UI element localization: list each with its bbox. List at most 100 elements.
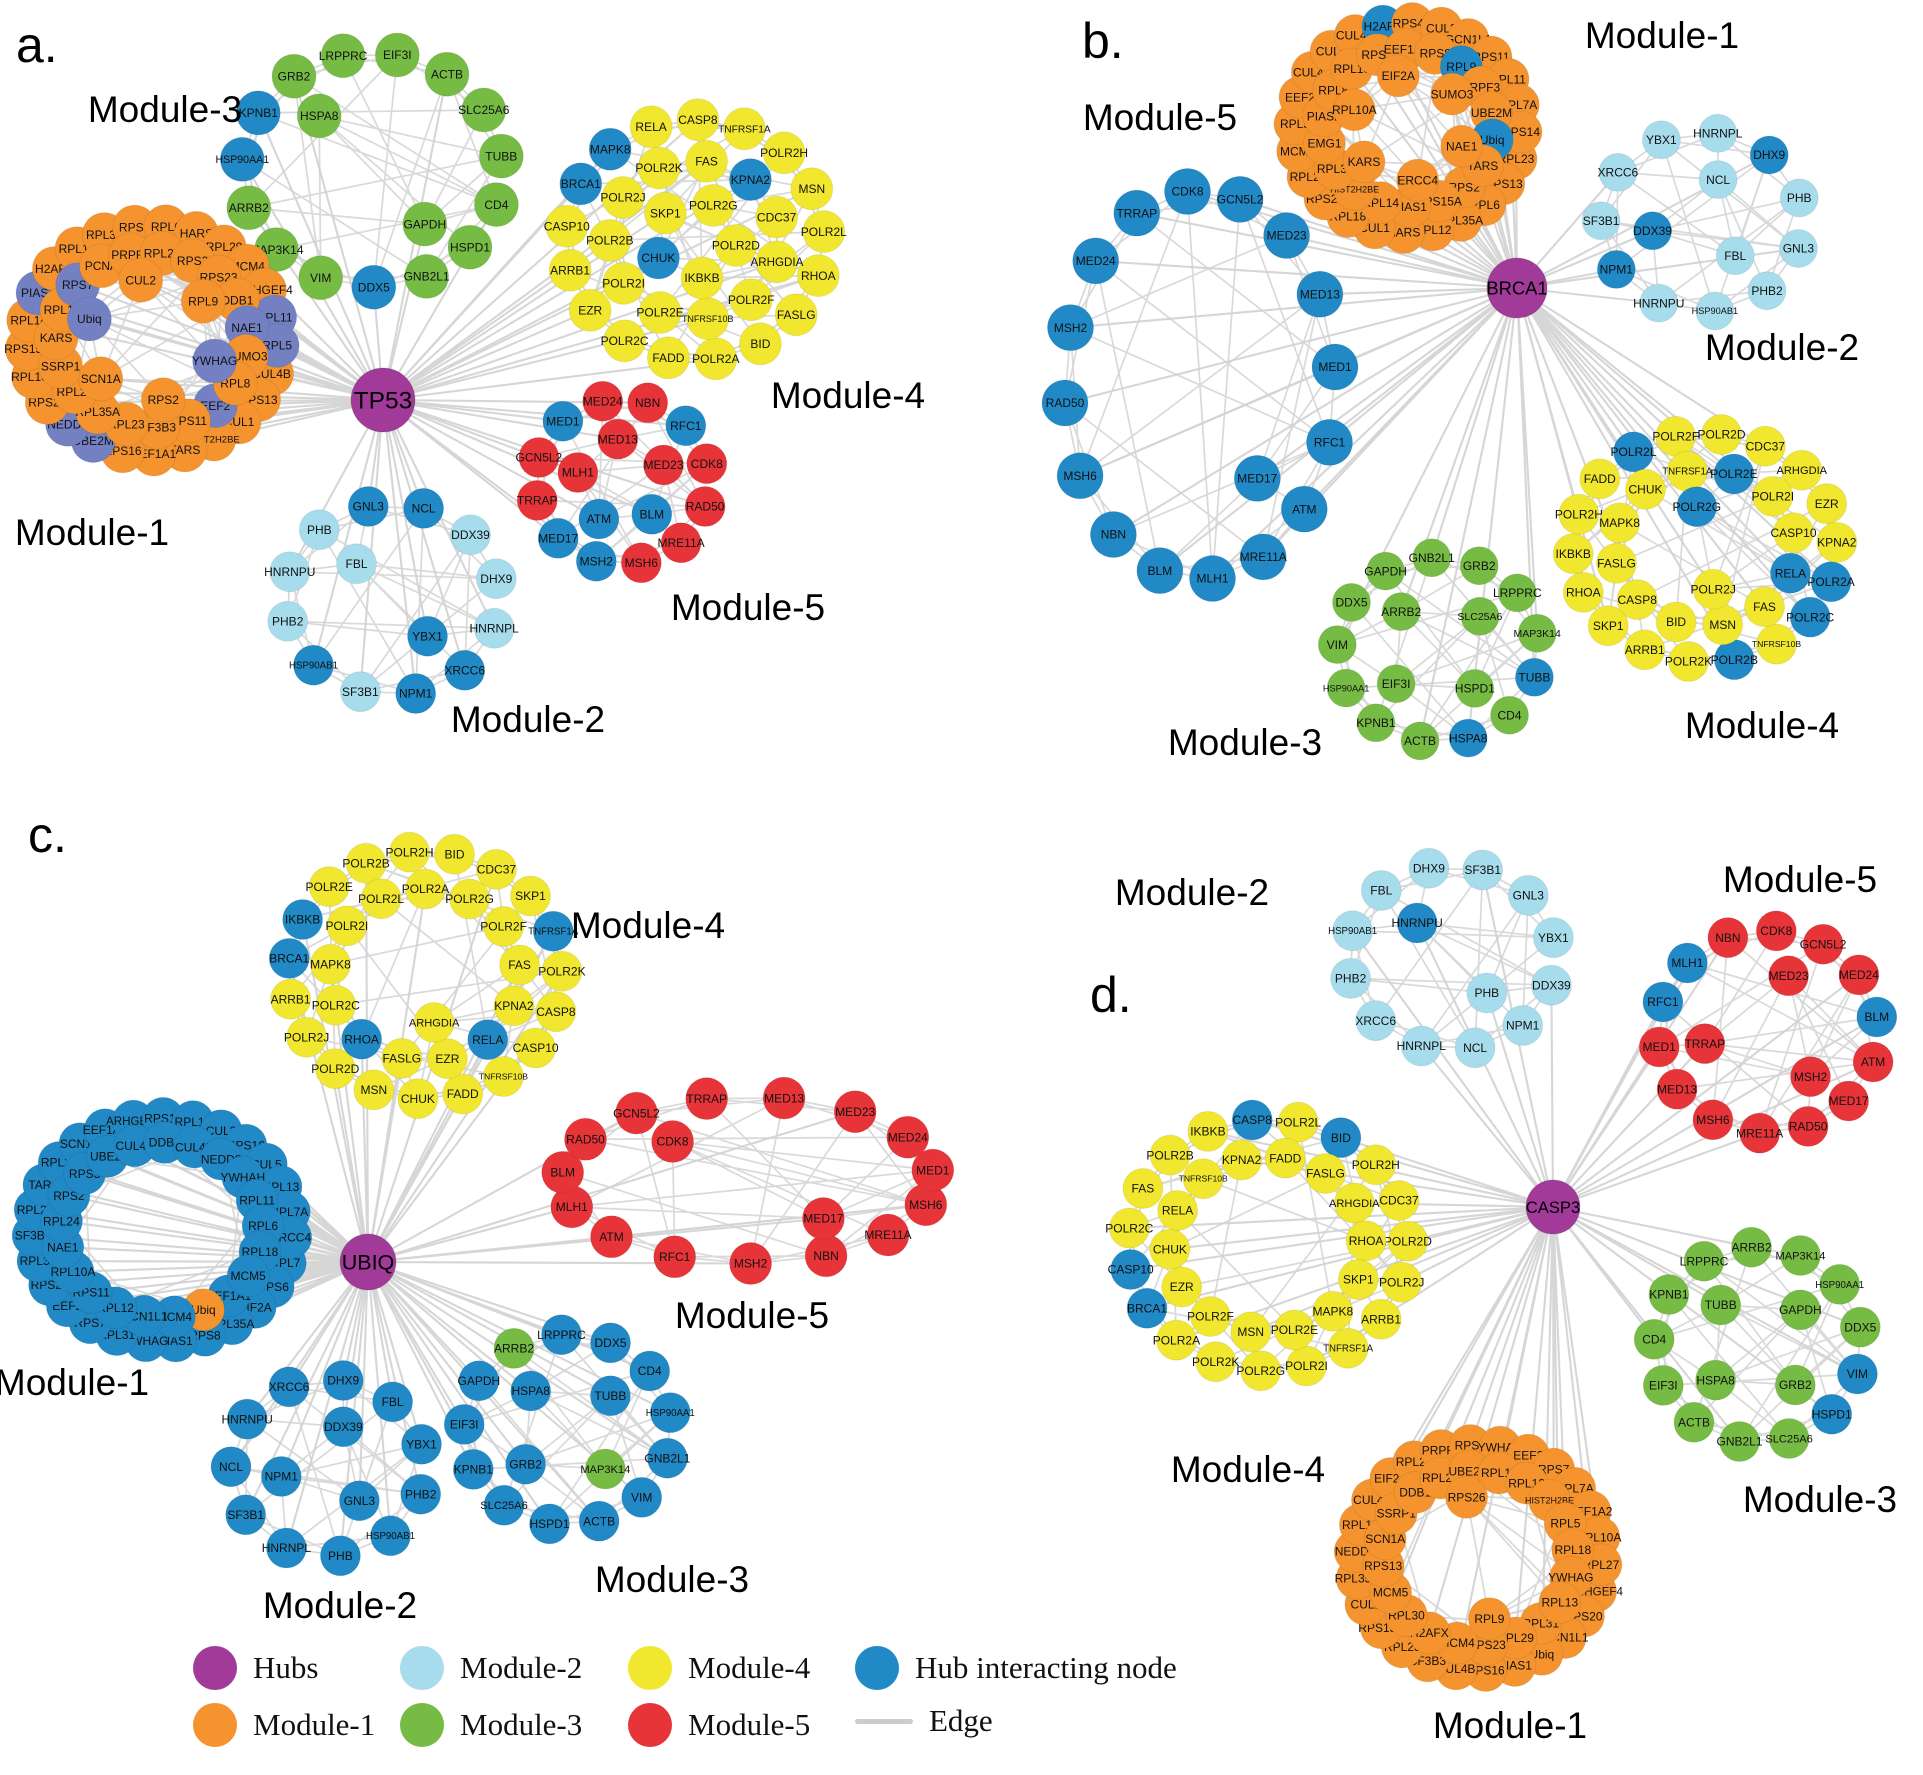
node-b-MED17[interactable]: MED17 (1233, 454, 1281, 502)
node-d-MSH6[interactable]: MSH6 (1692, 1099, 1734, 1141)
node-d-POLR2L[interactable]: POLR2L (1275, 1101, 1322, 1143)
node-d-ARRB1[interactable]: ARRB1 (1360, 1298, 1402, 1340)
node-a-ARRB2[interactable]: ARRB2 (226, 185, 272, 231)
node-c-POLR2A[interactable]: POLR2A (402, 868, 449, 910)
node-b-DHX9[interactable]: DHX9 (1749, 135, 1789, 175)
node-b-HNRNPU[interactable]: HNRNPU (1633, 283, 1684, 323)
node-d-CASP8[interactable]: CASP8 (1231, 1099, 1273, 1141)
node-a-POLR2E[interactable]: POLR2E (636, 291, 684, 334)
node-b-POLR2F[interactable]: POLR2F (1652, 415, 1699, 457)
node-c-ARHGDIA[interactable]: ARHGDIA (409, 1002, 460, 1043)
node-a-DHX9[interactable]: DHX9 (475, 558, 517, 600)
node-a-RHOA[interactable]: RHOA (796, 254, 840, 298)
node-d-DDX39[interactable]: DDX39 (1530, 964, 1572, 1006)
node-c-TNFRSF1A[interactable]: TNFRSF1A (528, 910, 579, 952)
node-c-GRB2[interactable]: GRB2 (505, 1443, 547, 1485)
node-b-GAPDH[interactable]: GAPDH (1364, 551, 1407, 591)
node-a-FADD[interactable]: FADD (646, 336, 690, 380)
node-c-TUBB[interactable]: TUBB (589, 1375, 631, 1417)
node-d-GNB2L1[interactable]: GNB2L1 (1716, 1421, 1763, 1462)
node-c-HNRNPL[interactable]: HNRNPL (262, 1527, 312, 1569)
node-b-MED24[interactable]: MED24 (1072, 237, 1120, 285)
node-d-DDX5[interactable]: DDX5 (1839, 1306, 1881, 1348)
node-a-MLH1[interactable]: MLH1 (557, 452, 599, 493)
node-d-BRCA1[interactable]: BRCA1 (1126, 1287, 1168, 1329)
node-c-FAS[interactable]: FAS (499, 944, 541, 986)
node-c-PHB2[interactable]: PHB2 (400, 1473, 442, 1515)
node-c-MAPK8[interactable]: MAPK8 (310, 943, 351, 985)
node-a-MSH6[interactable]: MSH6 (620, 542, 662, 584)
node-d-CD4[interactable]: CD4 (1633, 1318, 1675, 1360)
node-c-MED13[interactable]: MED13 (762, 1076, 806, 1120)
node-d-RFC1[interactable]: RFC1 (1642, 981, 1684, 1023)
node-b-DDX39[interactable]: DDX39 (1633, 211, 1672, 251)
node-b-CHUK[interactable]: CHUK (1625, 468, 1666, 510)
node-c-POLR2D[interactable]: POLR2D (311, 1048, 360, 1090)
node-d-XRCC6[interactable]: XRCC6 (1355, 1000, 1396, 1042)
node-d-SF3B1[interactable]: SF3B1 (1462, 849, 1504, 891)
node-b-MSN[interactable]: MSN (1702, 604, 1744, 646)
node-d-GRB2[interactable]: GRB2 (1774, 1364, 1816, 1406)
node-d-GCN5L2[interactable]: GCN5L2 (1800, 923, 1847, 965)
node-d-CASP10[interactable]: CASP10 (1108, 1249, 1154, 1290)
node-a-HSP90AB1[interactable]: HSP90AB1 (289, 644, 338, 686)
node-c-BLM[interactable]: BLM (541, 1150, 585, 1194)
node-c-POLR2I[interactable]: POLR2I (326, 905, 369, 947)
node-d-GNL3[interactable]: GNL3 (1507, 874, 1549, 916)
node-c-CASP8[interactable]: CASP8 (535, 991, 577, 1033)
node-c-CHUK[interactable]: CHUK (397, 1078, 439, 1120)
node-c-BID[interactable]: BID (434, 833, 475, 875)
node-b-POLR2E[interactable]: POLR2E (1710, 453, 1758, 495)
hub-UBIQ[interactable]: UBIQ (339, 1233, 397, 1291)
node-c-CD4[interactable]: CD4 (629, 1350, 671, 1392)
node-b-MED1[interactable]: MED1 (1311, 343, 1359, 391)
node-b-EZR[interactable]: EZR (1806, 483, 1848, 525)
node-c-GNB2L1[interactable]: GNB2L1 (644, 1437, 691, 1479)
node-b-POLR2L[interactable]: POLR2L (1610, 431, 1657, 473)
node-a-DDX5[interactable]: DDX5 (351, 264, 397, 310)
node-b-SUMO3[interactable]: SUMO3 (1430, 72, 1474, 116)
node-a-MED17[interactable]: MED17 (537, 517, 579, 559)
node-b-HSP90AB1[interactable]: HSP90AB1 (1692, 291, 1738, 331)
node-c-RELA[interactable]: RELA (467, 1019, 509, 1061)
node-d-HSPD1[interactable]: HSPD1 (1811, 1393, 1853, 1435)
node-a-IKBKB[interactable]: IKBKB (680, 256, 724, 300)
node-a-CUL2[interactable]: CUL2 (118, 257, 164, 303)
node-c-FASLG[interactable]: FASLG (381, 1037, 423, 1079)
node-c-MED23[interactable]: MED23 (833, 1090, 877, 1134)
node-c-HNRNPU[interactable]: HNRNPU (222, 1398, 273, 1440)
node-b-MAPK8[interactable]: MAPK8 (1599, 502, 1640, 544)
node-d-RPS26[interactable]: RPS26 (1445, 1475, 1489, 1519)
node-a-POLR2A[interactable]: POLR2A (692, 337, 739, 381)
node-c-ARRB2[interactable]: ARRB2 (493, 1327, 535, 1369)
node-b-POLR2J[interactable]: POLR2J (1691, 568, 1736, 610)
node-c-POLR2B[interactable]: POLR2B (342, 842, 390, 884)
node-b-POLR2D[interactable]: POLR2D (1697, 414, 1746, 455)
node-c-NPM1[interactable]: NPM1 (260, 1456, 302, 1497)
node-d-POLR2E[interactable]: POLR2E (1271, 1309, 1318, 1351)
node-c-EIF3I[interactable]: EIF3I (443, 1403, 485, 1445)
node-c-DHX9[interactable]: DHX9 (322, 1360, 364, 1401)
node-a-RPS2[interactable]: RPS2 (140, 377, 186, 423)
node-d-GAPDH[interactable]: GAPDH (1779, 1289, 1822, 1331)
node-a-MAPK8[interactable]: MAPK8 (588, 127, 632, 171)
node-b-VIM[interactable]: VIM (1317, 625, 1357, 665)
node-c-FADD[interactable]: FADD (442, 1073, 484, 1115)
node-c-MED1[interactable]: MED1 (911, 1148, 955, 1192)
node-c-DDX39[interactable]: DDX39 (322, 1406, 364, 1448)
node-a-TUBB[interactable]: TUBB (478, 133, 524, 179)
node-d-ATM[interactable]: ATM (1852, 1041, 1894, 1083)
node-d-TRRAP[interactable]: TRRAP (1684, 1023, 1726, 1065)
node-a-GNB2L1[interactable]: GNB2L1 (404, 253, 450, 299)
node-d-ARRB2[interactable]: ARRB2 (1731, 1226, 1772, 1268)
node-a-GAPDH[interactable]: GAPDH (402, 201, 448, 247)
node-c-VIM[interactable]: VIM (621, 1476, 663, 1518)
node-d-POLR2F[interactable]: POLR2F (1187, 1296, 1234, 1337)
node-a-TRRAP[interactable]: TRRAP (516, 479, 558, 521)
node-d-MAPK8[interactable]: MAPK8 (1312, 1290, 1353, 1332)
node-b-MED13[interactable]: MED13 (1296, 270, 1344, 318)
node-c-ATM[interactable]: ATM (590, 1215, 633, 1259)
node-d-FAS[interactable]: FAS (1122, 1168, 1164, 1209)
node-c-GAPDH[interactable]: GAPDH (458, 1360, 501, 1402)
node-a-KPNB1[interactable]: KPNB1 (235, 90, 281, 136)
